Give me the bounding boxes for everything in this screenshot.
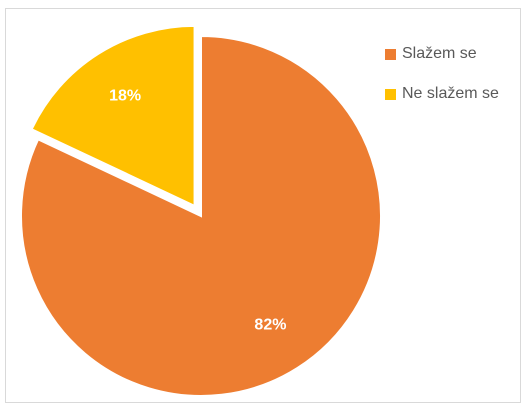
pie-slices <box>20 24 382 397</box>
pie-label-disagree: 18% <box>109 88 141 105</box>
pie-slice-disagree <box>30 24 196 208</box>
legend: Slažem se Ne slažem se <box>385 40 499 120</box>
legend-item-agree: Slažem se <box>385 40 499 68</box>
legend-label-agree: Slažem se <box>402 45 477 62</box>
legend-label-disagree: Ne slažem se <box>402 85 499 102</box>
legend-swatch-agree <box>385 48 396 60</box>
pie-labels: 82% 18% <box>109 88 286 334</box>
legend-item-disagree: Ne slažem se <box>385 80 499 108</box>
legend-swatch-disagree <box>385 88 396 100</box>
pie-label-agree: 82% <box>254 317 286 334</box>
pie-slice-agree <box>20 34 382 397</box>
